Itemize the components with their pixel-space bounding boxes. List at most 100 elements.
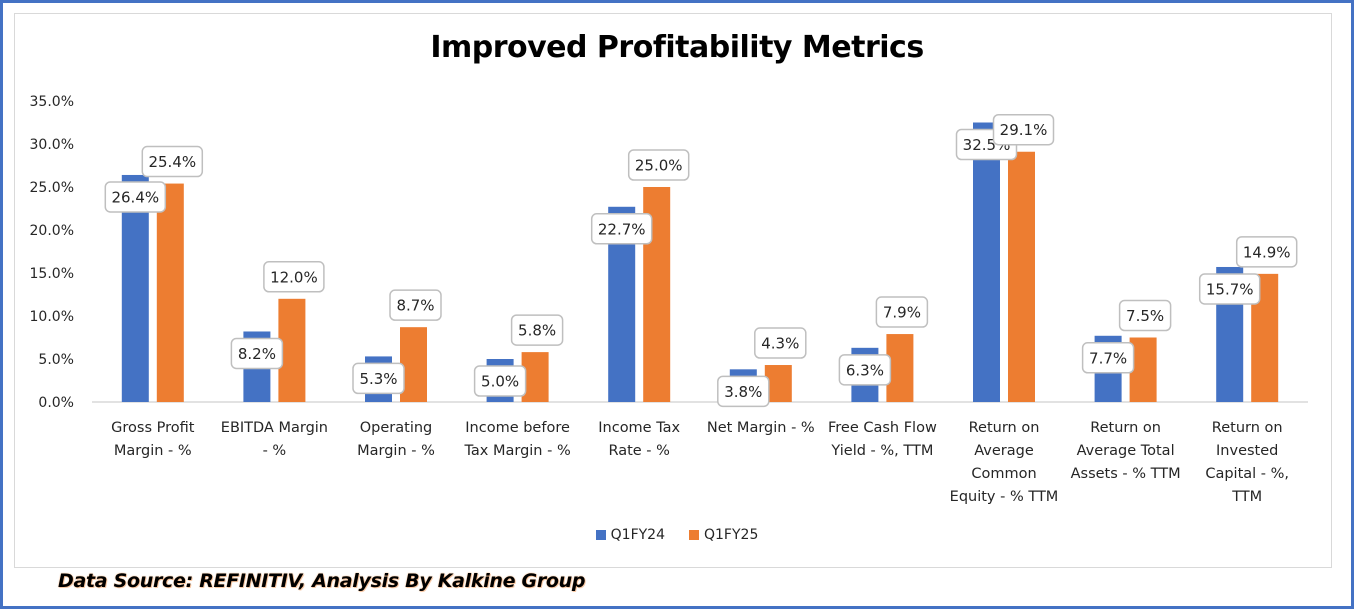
y-tick-label: 10.0% xyxy=(30,309,74,325)
data-label-q1fy25-3: 5.8% xyxy=(510,314,564,346)
data-label-q1fy25-7: 29.1% xyxy=(992,113,1055,146)
x-category-label: Equity - % TTM xyxy=(950,489,1059,505)
y-tick-label: 0.0% xyxy=(38,395,74,411)
x-axis: Gross Profit Margin - % EBITDA Margin - % Op… xyxy=(111,420,1289,505)
data-label-box xyxy=(263,261,325,293)
y-tick-label: 35.0% xyxy=(30,94,74,110)
x-category-label: Net Margin - % xyxy=(707,420,815,436)
data-label-box xyxy=(1118,299,1172,332)
data-label-text: 3.8% xyxy=(724,383,762,401)
chart-area xyxy=(14,13,1332,568)
data-label-q1fy24-3: 5.0% xyxy=(473,365,527,397)
y-tick-label: 5.0% xyxy=(38,352,74,368)
x-category-label: Return on xyxy=(969,420,1040,436)
data-label-box xyxy=(754,327,807,359)
chart-title: Improved Profitability Metrics xyxy=(430,30,924,65)
data-label-box xyxy=(141,145,204,178)
data-label-q1fy24-2: 5.3% xyxy=(352,362,405,395)
x-category-label: Invested xyxy=(1216,443,1278,459)
data-label-box xyxy=(230,337,284,370)
data-label-box xyxy=(590,213,653,245)
bar-q1fy25-0 xyxy=(156,183,184,402)
data-label-q1fy25-8: 7.5% xyxy=(1118,299,1172,332)
data-label-text: 7.9% xyxy=(883,304,921,322)
legend-label-q1fy24: Q1FY24 xyxy=(610,527,665,543)
data-label-text: 25.4% xyxy=(148,153,196,171)
data-label-box xyxy=(627,149,690,181)
data-label-text: 7.7% xyxy=(1089,349,1127,367)
x-category-label: Yield - %, TTM xyxy=(830,443,933,459)
data-source-footnote: Data Source: REFINITIV, Analysis By Kalk… xyxy=(58,570,586,592)
data-label-q1fy25-4: 25.0% xyxy=(627,149,690,181)
x-category-label: Income Tax xyxy=(598,420,680,436)
data-label-box xyxy=(389,289,442,321)
x-category-label: Free Cash Flow xyxy=(828,420,937,436)
data-label-q1fy24-0: 26.4% xyxy=(104,181,167,213)
legend-label-q1fy25: Q1FY25 xyxy=(704,527,759,543)
data-label-text: 8.2% xyxy=(238,345,276,363)
data-label-box xyxy=(1198,273,1261,305)
y-axis: 0.0% 5.0% 10.0% 15.0% 20.0% 25.0% 30.0% 35.0% xyxy=(30,94,74,411)
data-label-text: 26.4% xyxy=(111,188,159,206)
bar-q1fy25-7 xyxy=(1008,151,1035,402)
data-label-text: 14.9% xyxy=(1243,243,1291,261)
data-label-text: 4.3% xyxy=(761,335,799,353)
data-label-box xyxy=(352,362,405,395)
data-label-box xyxy=(473,365,527,397)
y-tick-label: 15.0% xyxy=(30,266,74,282)
data-label-box xyxy=(1235,236,1298,268)
x-category-label: EBITDA Margin xyxy=(221,420,328,436)
legend-swatch-q1fy24 xyxy=(595,530,606,540)
x-category-label: Average Total xyxy=(1077,443,1175,459)
data-label-text: 5.3% xyxy=(359,370,397,388)
legend-swatch-q1fy25 xyxy=(689,530,699,540)
y-tick-label: 30.0% xyxy=(30,137,74,153)
data-label-text: 25.0% xyxy=(635,157,683,175)
x-category-label: Rate - % xyxy=(608,443,669,459)
y-tick-label: 25.0% xyxy=(30,180,74,196)
y-tick-label: 20.0% xyxy=(30,223,74,239)
x-category-label: Average xyxy=(974,443,1034,459)
data-label-box xyxy=(104,181,167,213)
data-label-text: 8.7% xyxy=(396,297,434,315)
data-label-text: 12.0% xyxy=(270,268,318,286)
data-label-text: 6.3% xyxy=(846,361,884,379)
data-label-q1fy25-1: 12.0% xyxy=(263,261,325,293)
data-label-q1fy25-0: 25.4% xyxy=(141,145,204,178)
x-category-label: Return on xyxy=(1212,420,1283,436)
data-label-text: 5.0% xyxy=(481,373,519,391)
data-label-q1fy25-2: 8.7% xyxy=(389,289,442,321)
legend-item-q1fy25[interactable]: Q1FY25 xyxy=(689,527,758,543)
x-category-label: Operating xyxy=(360,420,433,436)
data-label-box xyxy=(838,354,892,386)
data-label-q1fy24-6: 6.3% xyxy=(838,354,892,386)
x-category-label: Margin - % xyxy=(357,443,435,459)
legend-item-q1fy24[interactable]: Q1FY24 xyxy=(595,527,665,543)
x-category-label: Gross Profit xyxy=(111,420,195,436)
data-label-box xyxy=(717,375,770,408)
data-labels: 26.4% 25.4% 8.2% 12.0% 5.3% 8.7% 5.0% 5.8% 22.7%… xyxy=(104,113,1298,408)
data-label-box xyxy=(1081,342,1135,374)
data-label-q1fy24-8: 7.7% xyxy=(1081,342,1135,374)
data-label-q1fy25-5: 4.3% xyxy=(754,327,807,359)
x-category-label: TTM xyxy=(1231,489,1262,505)
x-category-label: Tax Margin - % xyxy=(463,443,570,459)
data-label-q1fy24-4: 22.7% xyxy=(590,213,653,245)
x-category-label: Common xyxy=(971,466,1036,482)
data-label-box xyxy=(875,296,929,328)
bar-q1fy24-0 xyxy=(121,174,149,402)
data-label-text: 29.1% xyxy=(1000,121,1048,139)
data-label-text: 22.7% xyxy=(598,220,646,238)
x-category-label: Capital - %, xyxy=(1205,466,1289,482)
data-label-q1fy24-9: 15.7% xyxy=(1198,273,1261,305)
data-label-box xyxy=(510,314,564,346)
data-label-q1fy24-1: 8.2% xyxy=(230,337,284,370)
data-label-text: 7.5% xyxy=(1126,307,1164,325)
x-category-label: Income before xyxy=(465,420,570,436)
x-category-label: Assets - % TTM xyxy=(1071,466,1181,482)
legend: Q1FY24 Q1FY25 xyxy=(0,527,1354,543)
bar-q1fy24-7 xyxy=(973,122,1000,402)
data-label-q1fy24-5: 3.8% xyxy=(717,375,770,408)
